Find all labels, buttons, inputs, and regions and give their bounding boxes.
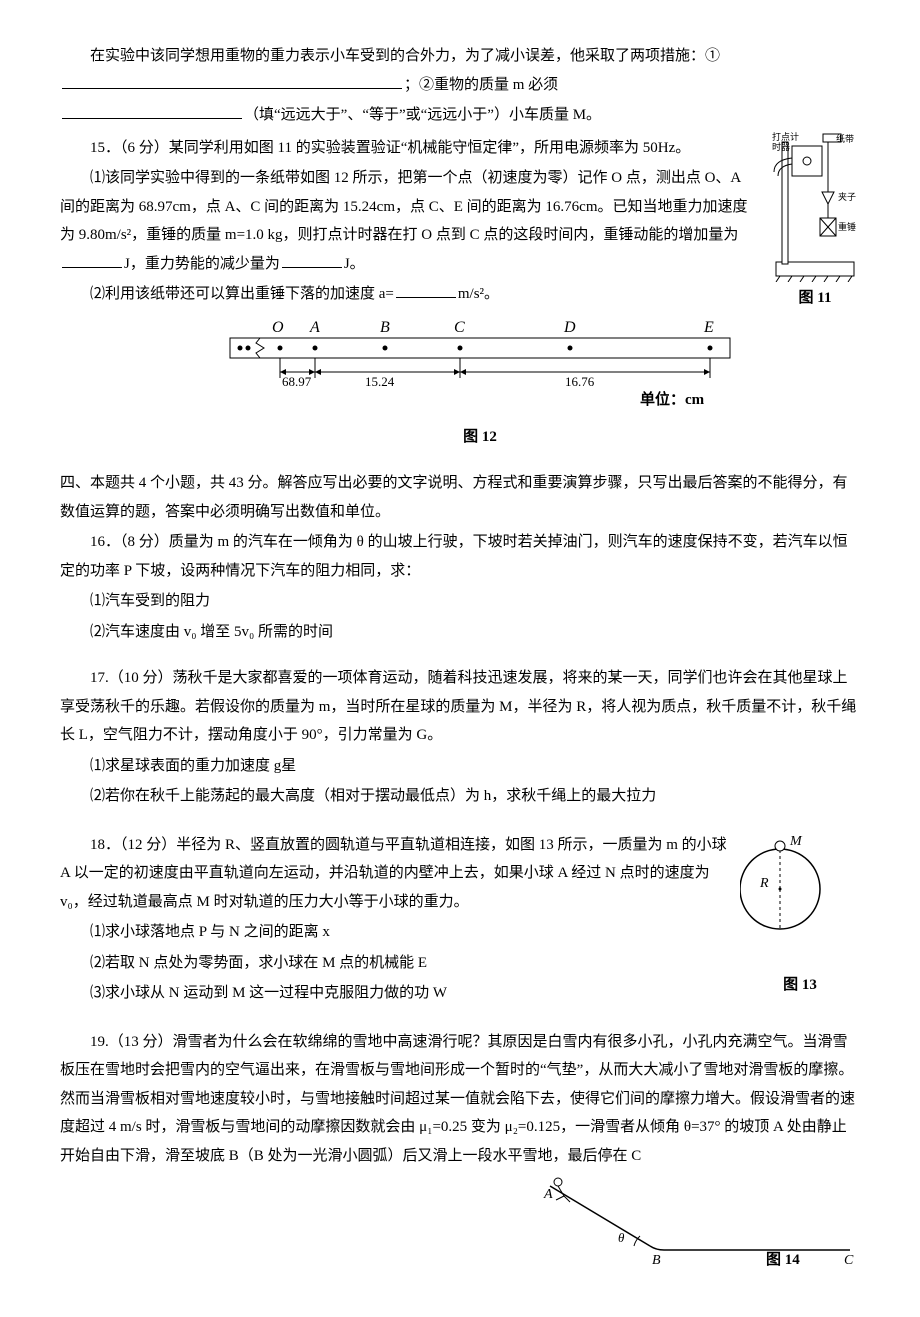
lbl-theta: θ [618,1230,625,1245]
fig13: R M M A v₀ N P [740,829,860,1000]
lbl-A2: A [543,1187,553,1202]
q18-s2: ⑵若取 N 点处为零势面，求小球在 M 点的机械能 E [60,949,728,978]
q15-p1a: ⑴该同学实验中得到的一条纸带如图 12 所示，把第一个点（初速度为零）记作 O … [60,170,747,243]
lbl-M: M M A v₀ N P [789,834,803,849]
blank-a [396,283,456,298]
q15-head: 15．（6 分）某同学利用如图 11 的实验装置验证“机械能守恒定律”，所用电源… [60,134,758,163]
q15-p2b: m/s²。 [458,286,499,302]
intro-line2: （填“远远大于”、“等于”或“远远小于”）小车质量 M。 [60,101,860,130]
fig12-svg: O A B C D E 68.97 15.24 16.76 单位：cm [220,320,740,410]
q15-p1b: J，重力势能的减少量为 [124,256,280,272]
intro-text-1: 在实验中该同学想用重物的重力表示小车受到的合外力，为了减小误差，他采取了两项措施… [90,48,720,64]
sec4-head: 四、本题共 4 个小题，共 43 分。解答应写出必要的文字说明、方程式和重要演算… [60,469,860,526]
q17-s2: ⑵若你在秋千上能荡起的最大高度（相对于摆动最低点）为 h，求秋千绳上的最大拉力 [60,782,860,811]
pt-B: B [380,320,390,336]
intro-text-3: （填“远远大于”、“等于”或“远远小于”）小车质量 M。 [244,107,601,123]
lbl-clip: 夹子 [838,191,856,202]
lbl-timer1: 打点计 [772,132,799,142]
q15-p2: ⑵利用该纸带还可以算出重锤下落的加速度 a= m/s²。 [60,280,758,309]
pt-A: A [309,320,320,336]
d-ce: 16.76 [565,374,595,389]
q18-head: 18．（12 分）半径为 R、竖直放置的圆轨道与平直轨道相连接，如图 13 所示… [60,831,728,917]
q15-p1: ⑴该同学实验中得到的一条纸带如图 12 所示，把第一个点（初速度为零）记作 O … [60,164,758,278]
fig13-label: 图 13 [740,971,860,1000]
blank-ek [62,253,122,268]
q18-block: 18．（12 分）半径为 R、竖直放置的圆轨道与平直轨道相连接，如图 13 所示… [60,829,860,1010]
lbl-mass: 重锤 [838,221,856,232]
lbl-R: R [759,876,769,891]
lbl-tape: 纸带 [836,133,854,144]
q18-s1: ⑴求小球落地点 P 与 N 之间的距离 x [60,918,728,947]
lbl-C: C [844,1253,854,1266]
fig14: A θ B C 图 14 [60,1176,860,1277]
q17-s1: ⑴求星球表面的重力加速度 g星 [60,752,860,781]
q16-head: 16．（8 分）质量为 m 的汽车在一倾角为 θ 的山坡上行驶，下坡时若关掉油门… [60,528,860,585]
pt-D: D [563,320,576,336]
lbl-timer2: 时器 [772,141,790,152]
d-ac: 15.24 [365,374,395,389]
q15-block: 15．（6 分）某同学利用如图 11 的实验装置验证“机械能守恒定律”，所用电源… [60,132,860,313]
blank-1 [62,74,402,89]
lbl-B: B [652,1253,661,1266]
fig11: 纸带 打点计 时器 夹子 重锤 图 11 [770,132,860,313]
unit-cm: 单位：cm [640,390,705,408]
q19-head: 19.（13 分）滑雪者为什么会在软绵绵的雪地中高速滑行呢？其原因是白雪内有很多… [60,1028,860,1171]
intro-line1: 在实验中该同学想用重物的重力表示小车受到的合外力，为了减小误差，他采取了两项措施… [60,42,860,99]
blank-ep [282,253,342,268]
q16-s2: ⑵汽车速度由 v₀ 增至 5v₀ 所需的时间 [60,618,860,647]
pt-O: O [272,320,284,336]
fig11-svg: 纸带 打点计 时器 夹子 重锤 [772,132,858,282]
fig12-label: 图 12 [100,423,860,452]
intro-text-2: ；②重物的质量 m 必须 [404,77,558,93]
pt-C: C [454,320,465,336]
fig12: O A B C D E 68.97 15.24 16.76 单位：cm 图 12 [100,320,860,451]
q16-s1: ⑴汽车受到的阻力 [60,587,860,616]
fig14-svg: A θ B C 图 14 [540,1176,860,1266]
fig13-svg: R M M A v₀ N P [740,829,860,959]
d-oa: 68.97 [282,374,312,389]
pt-E: E [703,320,714,336]
q18-s3: ⑶求小球从 N 运动到 M 这一过程中克服阻力做的功 W [60,979,728,1008]
fig11-label: 图 11 [770,284,860,313]
fig14-label-svg: 图 14 [766,1251,800,1266]
blank-2 [62,104,242,119]
q17-head: 17.（10 分）荡秋千是大家都喜爱的一项体育运动，随着科技迅速发展，将来的某一… [60,664,860,750]
q15-p1c: J。 [344,256,365,272]
q15-p2a: ⑵利用该纸带还可以算出重锤下落的加速度 a= [90,286,394,302]
